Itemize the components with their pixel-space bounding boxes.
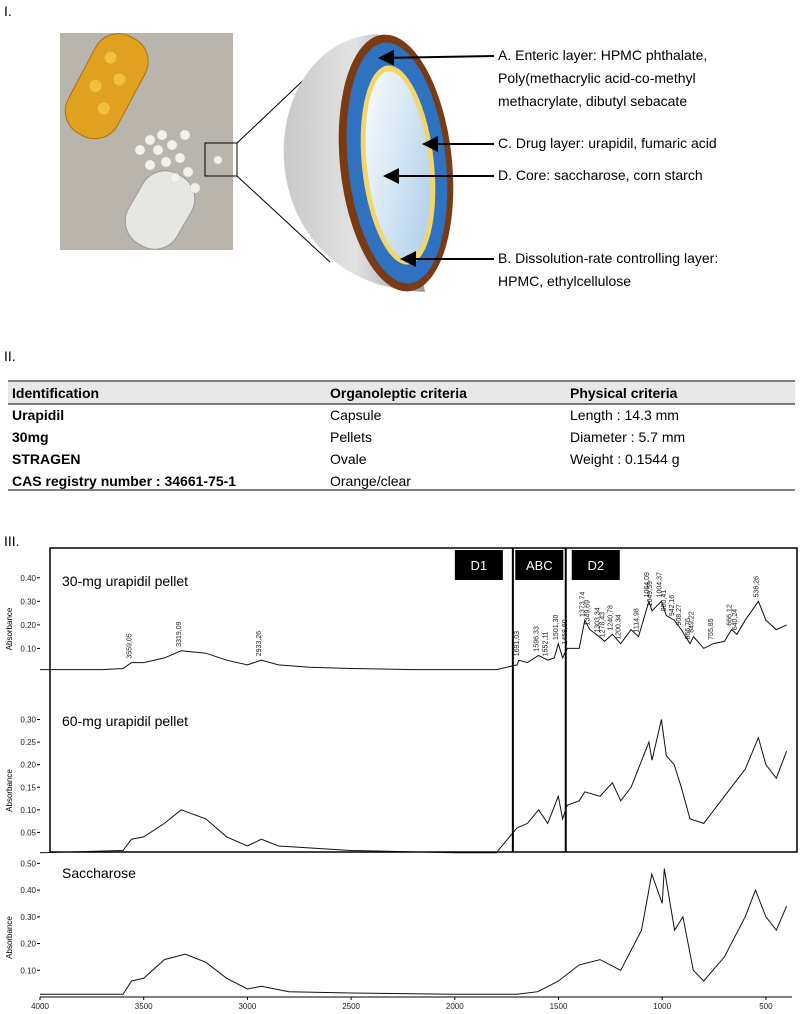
peak-label: 1373,74	[580, 592, 587, 617]
y-tick-label: 0.30	[20, 597, 36, 606]
layer-label: Poly(methacrylic acid-co-methyl	[498, 70, 696, 86]
peak-label: 866,76	[685, 618, 692, 640]
table-cell: Weight : 0.1544 g	[570, 451, 679, 467]
y-tick-label: 0.30	[20, 716, 36, 725]
table-cell: Length : 14.3 mm	[570, 407, 679, 423]
peak-label: 640,24	[732, 609, 739, 631]
peak-label: 536,26	[753, 576, 760, 598]
y-tick-label: 0.40	[20, 574, 36, 583]
spectrum-title: Saccharose	[62, 865, 136, 881]
table-header: Physical criteria	[570, 385, 678, 401]
peak-label: 1596,33	[534, 626, 541, 651]
x-tick-label: 1000	[653, 1002, 671, 1011]
region-label: D2	[587, 558, 604, 573]
y-axis-label: Absorbance	[5, 916, 14, 959]
panel-label: II.	[4, 348, 16, 364]
x-tick-label: 2000	[446, 1002, 464, 1011]
peak-label: 1303,34	[594, 607, 601, 632]
y-tick-label: 0.25	[20, 738, 36, 747]
peak-label: 942,16	[669, 595, 676, 617]
layer-label: C. Drug layer: urapidil, fumaric acid	[498, 135, 717, 151]
layer-label: A. Enteric layer: HPMC phthalate,	[498, 47, 707, 63]
peak-label: 2933,26	[256, 631, 263, 656]
table-cell: Pellets	[330, 429, 372, 445]
region-label-box	[571, 550, 620, 580]
table-cell: Urapidil	[12, 407, 64, 423]
table-cell: Diameter : 5.7 mm	[570, 429, 685, 445]
pellet-section	[283, 34, 454, 292]
peak-label: 1004,37	[656, 572, 663, 597]
peak-label: 1349,69	[585, 600, 592, 625]
peak-label: 666,12	[726, 604, 733, 626]
peak-label: 1064,09	[644, 572, 651, 597]
spectra-frame	[49, 547, 798, 853]
peak-label: 1691,03	[514, 631, 521, 656]
table-cell: 30mg	[12, 429, 49, 445]
peak-label: 1501,30	[553, 615, 560, 640]
y-tick-label: 0.15	[20, 783, 36, 792]
region-label: D1	[471, 558, 488, 573]
spectrum	[40, 599, 787, 671]
y-tick-label: 0.10	[20, 966, 36, 975]
table: Identification Organoleptic criteria Physi…	[8, 380, 795, 491]
panel-label: I.	[4, 3, 12, 19]
peak-label: 1049,59	[647, 581, 654, 606]
x-tick-label: 2500	[342, 1002, 360, 1011]
peak-label: 3559,05	[126, 633, 133, 658]
y-axis-label: Absorbance	[5, 607, 14, 650]
table-cell: STRAGEN	[12, 451, 80, 467]
photo	[60, 33, 238, 250]
layer-label: methacrylate, dibutyl sebacate	[498, 93, 687, 109]
peak-label: 1278,43	[599, 612, 606, 637]
x-tick-label: 3500	[135, 1002, 153, 1011]
peak-label: 1114,98	[633, 608, 640, 632]
layer-label: B. Dissolution-rate controlling layer:	[498, 250, 718, 266]
peak-label: 849,22	[688, 611, 695, 633]
table-header: Identification	[12, 385, 99, 401]
peak-label: 3319,09	[176, 621, 183, 646]
y-tick-label: 0.50	[20, 859, 36, 868]
x-tick-label: 500	[759, 1002, 773, 1011]
peak-label: 1240,78	[607, 605, 614, 630]
y-axis-label: Absorbance	[5, 769, 14, 812]
table-cell: Capsule	[330, 407, 382, 423]
arrows	[378, 49, 495, 267]
layer-label: HPMC, ethylcellulose	[498, 273, 631, 289]
y-tick-label: 0.05	[20, 828, 36, 837]
peak-label: 755,85	[708, 618, 715, 640]
y-tick-label: 0.10	[20, 644, 36, 653]
spectrum	[40, 868, 788, 995]
table-cell: CAS registry number : 34661-75-1	[12, 473, 236, 489]
y-tick-label: 0.20	[20, 940, 36, 949]
region-label: ABC	[526, 558, 553, 573]
x-tick-label: 1500	[550, 1002, 568, 1011]
region-label-box	[515, 550, 564, 580]
y-tick-label: 0.20	[20, 761, 36, 770]
table-header: Organoleptic criteria	[330, 385, 467, 401]
table-cell: Orange/clear	[330, 473, 411, 489]
spectrum-title: 60-mg urapidil pellet	[62, 713, 188, 729]
peak-label: 908,27	[676, 604, 683, 626]
x-tick-label: 4000	[31, 1002, 49, 1011]
y-tick-label: 0.30	[20, 913, 36, 922]
peak-label: 1200,34	[616, 614, 623, 639]
layer-label: D. Core: saccharose, corn starch	[498, 167, 703, 183]
table-cell: Ovale	[330, 451, 367, 467]
panel-label: III.	[4, 533, 20, 549]
y-tick-label: 0.10	[20, 806, 36, 815]
y-tick-label: 0.40	[20, 886, 36, 895]
region-label-box	[454, 550, 503, 580]
spectrum	[39, 719, 788, 854]
y-tick-label: 0.20	[20, 621, 36, 630]
peak-label: 980,41	[661, 590, 668, 612]
zoom-line	[236, 175, 331, 263]
peak-label: 1552,11	[543, 631, 550, 656]
spectrum-title: 30-mg urapidil pellet	[62, 573, 188, 589]
x-tick-label: 3000	[238, 1002, 256, 1011]
